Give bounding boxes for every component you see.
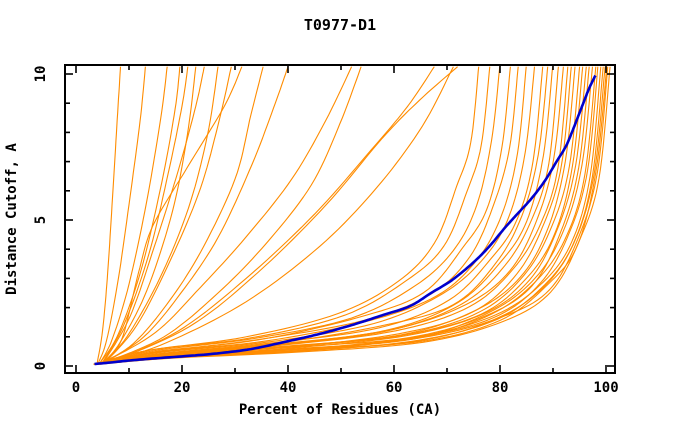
model-curve [94, 66, 544, 365]
model-curve [99, 66, 181, 363]
model-curve [99, 66, 168, 364]
model-curve [97, 66, 146, 364]
y-tick-label: 10 [33, 66, 49, 83]
model-curve [102, 66, 243, 364]
model-curve [98, 66, 536, 365]
model-curve [104, 66, 232, 363]
model-curve [94, 66, 587, 365]
model-curve [103, 66, 362, 364]
x-tick-label: 40 [280, 380, 297, 396]
model-curve [95, 66, 611, 365]
model-curve [96, 66, 590, 365]
model-curve [101, 66, 264, 364]
model-curve [97, 66, 501, 365]
model-curve [103, 66, 289, 364]
chart-title: T0977-D1 [304, 16, 376, 34]
x-tick-label: 60 [386, 380, 403, 396]
x-tick-label: 100 [593, 380, 618, 396]
model-curve [96, 66, 122, 364]
x-tick-label: 0 [72, 380, 80, 396]
y-axis-title: Distance Cutoff, A [4, 143, 20, 295]
model-curve [102, 66, 197, 364]
model-curve [107, 66, 435, 364]
model-curve [98, 66, 554, 365]
model-curve [99, 66, 511, 365]
model-curve [108, 66, 458, 364]
y-tick-label: 0 [33, 362, 49, 370]
reference-curve [94, 74, 597, 366]
y-tick-label: 5 [33, 216, 49, 224]
x-axis-title: Percent of Residues (CA) [239, 402, 441, 418]
x-tick-label: 80 [492, 380, 509, 396]
model-curve [95, 66, 491, 365]
model-curve [96, 66, 527, 365]
curves-layer [93, 66, 611, 366]
x-tick-label: 20 [174, 380, 191, 396]
ticks-layer [65, 65, 615, 373]
tick-labels-layer: 0 20 40 60 80 100 0 5 10 [33, 66, 619, 396]
model-curve [102, 66, 219, 364]
model-curve [105, 66, 454, 364]
model-curve [102, 66, 353, 364]
plot-frame [64, 64, 616, 374]
model-curve [95, 66, 576, 365]
